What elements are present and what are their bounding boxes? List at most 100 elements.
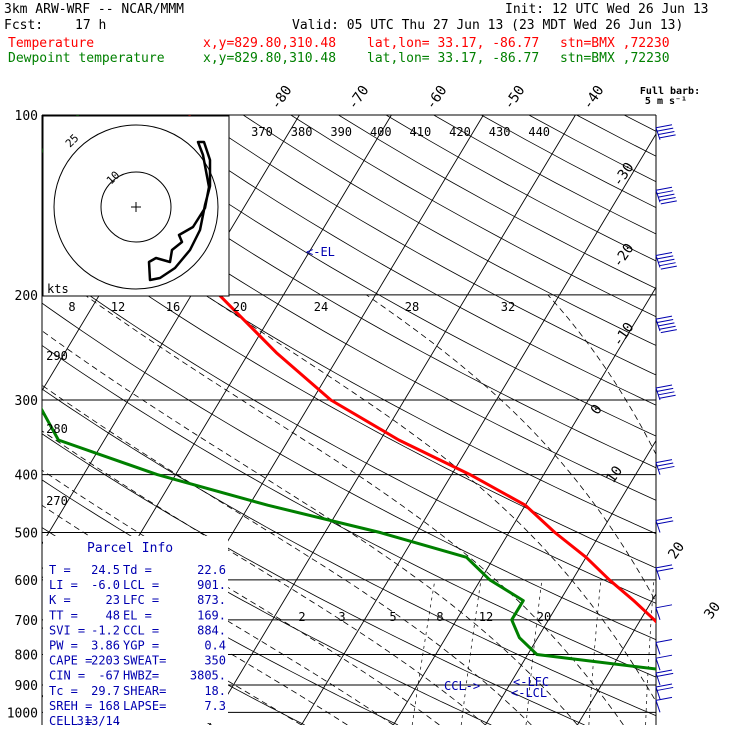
wind-barb-staff	[655, 520, 661, 533]
mixing-ratio-label: 32	[501, 300, 515, 314]
parcel-info-value: 24.5	[91, 563, 120, 577]
dewpoint-trace	[42, 115, 656, 671]
parcel-info-key: T =	[49, 563, 71, 577]
isotherm-label: 30	[701, 599, 724, 622]
wind-barb-staff	[655, 190, 661, 203]
parcel-info-value: 23	[106, 593, 120, 607]
mixing-ratio-line	[411, 579, 436, 725]
pressure-tick-label: 600	[15, 574, 38, 589]
isotherm-line	[42, 115, 300, 545]
dry-adiabat	[528, 115, 656, 183]
dry-adiabat	[338, 115, 656, 289]
dry-adiabat	[100, 115, 656, 437]
mixing-ratio-label: 8	[68, 300, 75, 314]
isotherm-label: -30	[610, 160, 638, 190]
barb-legend-title: Full barb:	[640, 86, 700, 97]
parcel-info-key: YGP =	[123, 639, 159, 653]
dry-adiabat	[242, 115, 656, 346]
hodograph-ring-inner	[100, 171, 172, 243]
dry-adiabat	[42, 344, 656, 678]
theta-e-label: 380	[291, 125, 313, 139]
wind-barb-flag	[655, 564, 673, 569]
parcel-info-value: -67	[98, 669, 120, 683]
wind-barb-flag	[657, 462, 674, 467]
mixing-ratio-label: 12	[111, 300, 125, 314]
parcel-info-key: CAPE =	[49, 654, 92, 668]
wind-barb-flag	[657, 672, 674, 677]
ccl-marker: CCL->	[444, 679, 480, 693]
theta-e-label: 430	[489, 125, 511, 139]
parcel-info-value: 168	[98, 699, 120, 713]
isotherm-line	[0, 115, 23, 725]
theta-label: 290	[46, 349, 68, 363]
wind-barb-staff	[655, 462, 661, 475]
wind-barb-flag	[657, 387, 674, 392]
wind-barb-staff	[655, 672, 661, 686]
theta-label: 270	[46, 494, 68, 508]
wind-barb-flag	[659, 196, 676, 201]
pressure-tick-label: 100	[15, 109, 38, 124]
mixing-ratio-label: 12	[479, 610, 493, 624]
wind-barb-flag	[657, 190, 674, 195]
valid-time: Valid: 05 UTC Thu 27 Jun 13 (23 MDT Wed …	[292, 18, 684, 33]
parcel-info-value: 18.	[204, 684, 226, 698]
moist-adiabat	[42, 384, 532, 725]
wind-barb-flag	[655, 683, 673, 688]
theta-e-label: 400	[370, 125, 392, 139]
pressure-tick-label: 500	[15, 527, 38, 542]
parcel-info-value: 29.7	[91, 684, 120, 698]
parcel-info-value: 901.	[197, 578, 226, 592]
dewpoint-row-xy: x,y=829.80,310.48	[203, 51, 337, 66]
wind-barb-flag	[658, 258, 675, 263]
wind-barb-flag	[657, 686, 674, 691]
wind-barb-flag	[658, 131, 675, 136]
parcel-info-key: SREH =	[49, 699, 92, 713]
isotherm-label: -50	[501, 83, 529, 113]
dry-adiabat	[42, 143, 656, 501]
dry-adiabat	[385, 115, 656, 262]
moist-adiabat	[547, 294, 656, 456]
wind-barb-flag	[660, 265, 677, 270]
pressure-tick-label: 1000	[7, 706, 38, 721]
isotherm-line	[669, 115, 740, 725]
moist-adiabat	[84, 294, 624, 725]
dry-adiabat	[52, 115, 656, 469]
wind-barb-flag	[657, 520, 674, 525]
dry-adiabat	[42, 261, 656, 604]
parcel-info-value: 0.4	[204, 639, 226, 653]
pressure-tick-label: 800	[15, 648, 38, 663]
temperature-row-name: Temperature	[8, 36, 95, 51]
mixing-ratio-label: 20	[233, 300, 247, 314]
pressure-tick-label: 200	[15, 289, 38, 304]
theta-e-label: 410	[410, 125, 432, 139]
isotherm-label: -80	[268, 83, 296, 113]
theta-e-label: 420	[449, 125, 471, 139]
isotherm-label: -60	[423, 83, 451, 113]
parcel-info-value: 2203	[91, 654, 120, 668]
init-time: Init: 12 UTC Wed 26 Jun 13	[505, 2, 709, 17]
theta-label: 280	[46, 422, 68, 436]
parcel-info-key: SVI =	[49, 623, 85, 637]
mixing-ratio-line	[720, 580, 723, 725]
wind-barb-staff	[655, 607, 661, 620]
parcel-info-key: EL =	[123, 608, 152, 622]
wind-barb-flag	[655, 654, 673, 659]
barb-legend-units: 5 m s⁻¹	[645, 96, 687, 107]
parcel-info-value: 3805.	[190, 669, 226, 683]
parcel-info-value: 3.86	[91, 639, 120, 653]
model-title: 3km ARW-WRF -- NCAR/MMM	[4, 2, 185, 17]
wind-barb-flag	[659, 325, 676, 330]
isotherm-label: -40	[580, 83, 608, 113]
lfc-marker: <-LFC	[513, 675, 549, 689]
wind-barb-flag	[658, 465, 675, 470]
mixing-ratio-label: 5	[389, 610, 396, 624]
parcel-info-value: 873.	[197, 593, 226, 607]
moist-adiabat	[42, 330, 578, 725]
isotherm-line	[577, 593, 656, 725]
wind-barb-staff	[655, 127, 661, 140]
parcel-info-key: CIN =	[49, 669, 85, 683]
parcel-info-key: HWBZ=	[123, 669, 159, 683]
wind-barb-flag	[657, 318, 674, 323]
parcel-info-key: SHEAR=	[123, 684, 166, 698]
